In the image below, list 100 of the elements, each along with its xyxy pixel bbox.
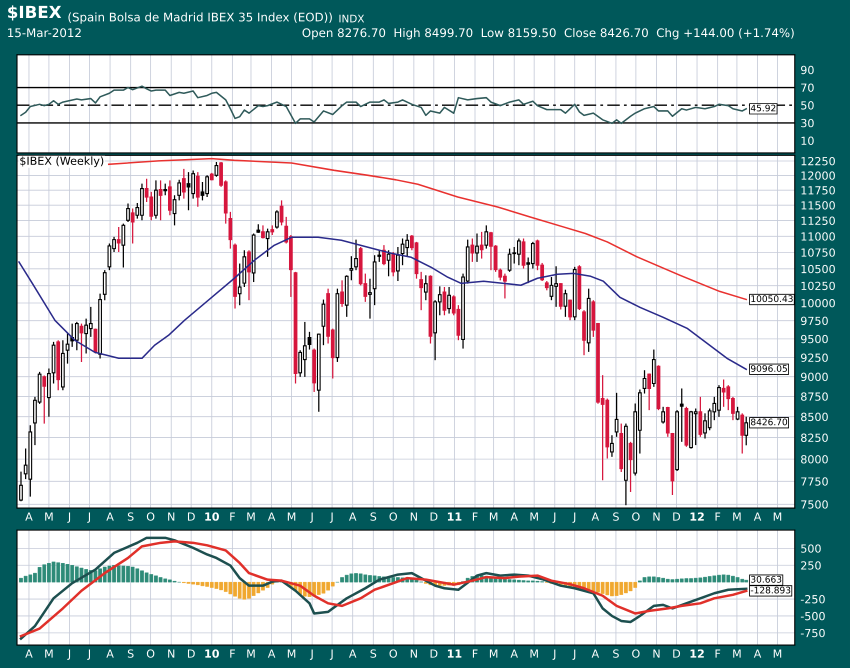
x-tick-label: M bbox=[247, 650, 255, 658]
x-tick-label: D bbox=[673, 512, 680, 521]
x-tick-label: M bbox=[288, 512, 296, 521]
x-tick-label: N bbox=[168, 512, 174, 521]
y-tick-label: 10000 bbox=[802, 298, 835, 308]
y-tick-label: 7500 bbox=[801, 500, 828, 509]
x-tick-label: S bbox=[613, 649, 619, 658]
x-tick-label: O bbox=[389, 512, 397, 521]
annotation: 8426.70 bbox=[751, 418, 788, 426]
x-tick-label: J bbox=[552, 512, 556, 523]
y-tick-label: 11000 bbox=[802, 232, 835, 241]
x-tick-label: J bbox=[87, 650, 90, 660]
text: (Spain Bolsa de Madrid IBEX 35 Index (EOD)) bbox=[68, 12, 332, 24]
x-tick-label: S bbox=[370, 512, 376, 521]
x-tick-label: A bbox=[592, 650, 600, 658]
chart-subtitle: 15-Mar-2012 bbox=[8, 28, 81, 38]
x-tick-label: M bbox=[490, 650, 498, 658]
x-tick-label: O bbox=[146, 649, 154, 658]
x-tick-label: J bbox=[330, 512, 333, 523]
x-tick-label: M bbox=[733, 650, 741, 658]
y-tick-label: -250 bbox=[800, 595, 825, 604]
y-tick-label: 10750 bbox=[802, 248, 835, 257]
y-tick-label: 9250 bbox=[801, 354, 828, 362]
text: INDX bbox=[339, 14, 364, 22]
y-tick-label: 10500 bbox=[802, 264, 835, 274]
x-tick-label: M bbox=[45, 512, 53, 521]
x-tick-label: D bbox=[673, 650, 680, 658]
x-tick-label: J bbox=[87, 512, 90, 523]
x-tick-label: J bbox=[330, 650, 333, 660]
x-tick-label: J bbox=[572, 650, 576, 660]
x-tick-label: A bbox=[25, 512, 33, 521]
annotation: 45.92 bbox=[750, 104, 776, 112]
x-tick-label: O bbox=[146, 512, 154, 521]
x-tick-label: 10 bbox=[205, 512, 219, 521]
x-tick-label: O bbox=[632, 512, 640, 521]
y-tick-label: 8000 bbox=[801, 455, 828, 464]
x-tick-label: F bbox=[230, 650, 235, 658]
annotation: 10050.43 bbox=[751, 295, 793, 302]
x-tick-label: N bbox=[410, 650, 417, 658]
x-tick-label: M bbox=[247, 512, 255, 521]
y-tick-label: 11500 bbox=[802, 201, 835, 210]
x-tick-label: M bbox=[774, 650, 782, 658]
x-tick-label: J bbox=[310, 512, 313, 523]
x-tick-label: A bbox=[348, 512, 356, 521]
x-tick-label: F bbox=[716, 512, 720, 521]
x-tick-label: M bbox=[530, 512, 538, 521]
x-tick-label: F bbox=[230, 512, 235, 521]
y-tick-label: 10 bbox=[802, 136, 814, 145]
x-tick-label: N bbox=[168, 650, 174, 658]
y-tick-label: 12250 bbox=[802, 156, 835, 166]
x-tick-label: D bbox=[188, 650, 195, 658]
annotation: -128.893 bbox=[750, 586, 790, 594]
y-tick-label: -750 bbox=[800, 628, 825, 638]
y-tick-label: 11750 bbox=[802, 186, 835, 195]
x-tick-label: M bbox=[490, 512, 498, 521]
x-tick-label: M bbox=[288, 650, 296, 658]
x-tick-label: D bbox=[430, 650, 438, 658]
x-tick-label: A bbox=[348, 650, 356, 658]
x-tick-label: A bbox=[754, 650, 762, 658]
x-tick-label: A bbox=[106, 650, 114, 658]
x-tick-label: 11 bbox=[448, 650, 462, 658]
y-tick-label: 9750 bbox=[801, 316, 828, 326]
x-tick-label: N bbox=[653, 512, 660, 521]
x-tick-label: M bbox=[774, 512, 782, 521]
y-tick-label: 8500 bbox=[801, 412, 828, 422]
y-tick-label: 10250 bbox=[802, 282, 835, 290]
y-tick-label: 250 bbox=[801, 561, 821, 570]
x-tick-label: S bbox=[128, 512, 134, 521]
x-tick-label: A bbox=[510, 512, 518, 521]
x-tick-label: O bbox=[632, 649, 640, 658]
y-tick-label: 12000 bbox=[802, 171, 835, 180]
x-tick-label: J bbox=[310, 650, 313, 660]
x-tick-label: A bbox=[268, 512, 276, 521]
x-tick-label: A bbox=[592, 512, 600, 521]
y-tick-label: 7750 bbox=[801, 477, 828, 486]
x-tick-label: 12 bbox=[690, 649, 704, 658]
x-tick-label: A bbox=[268, 650, 276, 658]
chart-title: $IBEX bbox=[8, 5, 62, 20]
x-tick-label: D bbox=[188, 512, 195, 521]
x-tick-label: S bbox=[370, 649, 376, 658]
x-tick-label: 11 bbox=[448, 512, 462, 521]
y-tick-label: 11250 bbox=[802, 216, 835, 225]
y-tick-label: 8750 bbox=[801, 392, 828, 401]
x-tick-label: M bbox=[733, 512, 741, 521]
x-tick-label: A bbox=[25, 650, 33, 658]
chart-title: $IBEX (Weekly) bbox=[20, 156, 104, 168]
x-tick-label: A bbox=[510, 650, 518, 658]
x-tick-label: S bbox=[613, 512, 619, 521]
x-tick-label: D bbox=[430, 512, 438, 521]
x-tick-label: A bbox=[106, 512, 114, 521]
x-tick-label: N bbox=[410, 512, 417, 521]
x-tick-label: 10 bbox=[205, 649, 219, 658]
y-tick-label: 90 bbox=[801, 66, 814, 74]
annotation: 9096.05 bbox=[750, 365, 787, 372]
y-tick-label: 30 bbox=[801, 118, 814, 128]
y-tick-label: 9000 bbox=[801, 372, 828, 382]
x-tick-label: S bbox=[128, 649, 134, 658]
x-tick-label: N bbox=[653, 650, 660, 658]
y-tick-label: 9500 bbox=[801, 334, 828, 344]
annotation: 30.663 bbox=[751, 576, 782, 583]
